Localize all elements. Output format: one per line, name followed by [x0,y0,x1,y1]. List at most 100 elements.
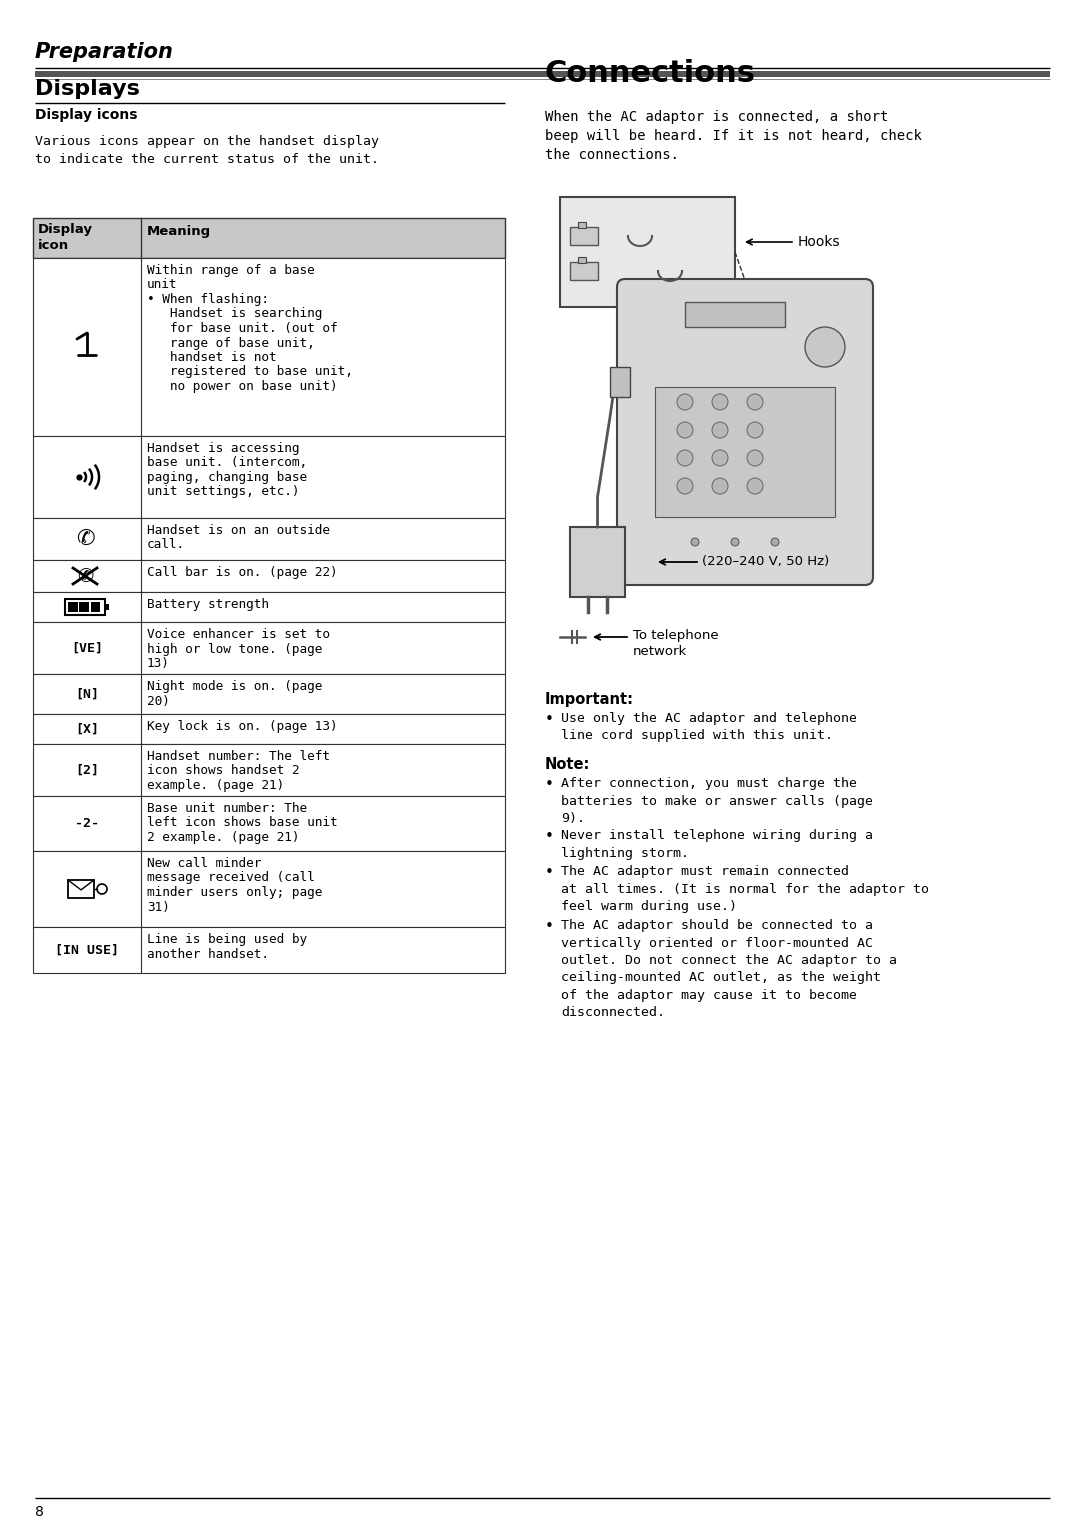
Text: Line is being used by: Line is being used by [147,934,307,946]
Text: call.: call. [147,538,185,552]
Bar [33,559,505,591]
Text: [N]: [N] [75,688,99,700]
Text: Display icons: Display icons [35,108,137,122]
Bar [33,851,505,927]
Text: unit settings, etc.): unit settings, etc.) [147,486,299,498]
Bar [685,303,785,327]
Text: •: • [545,830,554,843]
Text: 2 example. (page 21): 2 example. (page 21) [147,831,299,843]
Text: range of base unit,: range of base unit, [147,336,314,350]
Bar [654,387,835,516]
Text: Preparation: Preparation [35,41,174,63]
Text: Meaning: Meaning [147,226,211,238]
Text: When the AC adaptor is connected, a short
beep will be heard. If it is not heard: When the AC adaptor is connected, a shor… [545,110,922,162]
Bar [33,518,505,559]
Bar [33,258,505,435]
Text: [2]: [2] [75,764,99,776]
Bar [105,604,109,610]
Text: Important:: Important: [545,692,634,707]
Text: •: • [545,918,554,934]
Text: (220–240 V, 50 Hz): (220–240 V, 50 Hz) [702,556,829,568]
Text: Night mode is on. (page: Night mode is on. (page [147,680,322,694]
Circle shape [712,451,728,466]
Circle shape [712,394,728,410]
Text: Display
icon: Display icon [38,223,93,252]
Circle shape [712,422,728,439]
Text: The AC adaptor should be connected to a
vertically oriented or floor-mounted AC
: The AC adaptor should be connected to a … [561,918,897,1019]
Bar [35,70,1050,76]
Bar [68,880,94,898]
Text: Handset number: The left: Handset number: The left [147,750,330,762]
Bar [570,261,598,280]
Text: left icon shows base unit: left icon shows base unit [147,816,338,830]
Text: Various icons appear on the handset display
to indicate the current status of th: Various icons appear on the handset disp… [35,134,379,167]
Circle shape [677,394,693,410]
Text: Call bar is on. (page 22): Call bar is on. (page 22) [147,565,338,579]
Bar [33,219,505,258]
Circle shape [677,422,693,439]
Bar [33,435,505,518]
Text: minder users only; page: minder users only; page [147,886,322,898]
Text: Note:: Note: [545,756,591,772]
Bar [578,222,586,228]
Text: New call minder: New call minder [147,857,261,869]
Circle shape [712,478,728,494]
Text: Handset is searching: Handset is searching [147,307,322,321]
Text: 8: 8 [35,1505,44,1519]
Text: 31): 31) [147,900,170,914]
Circle shape [805,327,845,367]
Text: Handset is accessing: Handset is accessing [147,442,299,455]
Circle shape [677,478,693,494]
Bar [33,714,505,744]
Text: Never install telephone wiring during a
lightning storm.: Never install telephone wiring during a … [561,830,873,859]
Circle shape [747,422,762,439]
Circle shape [677,451,693,466]
Text: 13): 13) [147,657,170,669]
Bar [91,602,100,613]
Text: high or low tone. (page: high or low tone. (page [147,642,322,656]
Bar [68,602,78,613]
Circle shape [731,538,739,545]
Bar [79,602,89,613]
Text: Voice enhancer is set to: Voice enhancer is set to [147,628,330,642]
Bar [578,257,586,263]
Bar [33,796,505,851]
Text: Base unit number: The: Base unit number: The [147,802,307,814]
Text: •: • [545,712,554,727]
Text: handset is not: handset is not [147,351,276,364]
Circle shape [747,478,762,494]
Bar [610,367,630,397]
Text: Displays: Displays [35,79,140,99]
Text: Use only the AC adaptor and telephone
line cord supplied with this unit.: Use only the AC adaptor and telephone li… [561,712,858,743]
Circle shape [747,394,762,410]
Text: The AC adaptor must remain connected
at all times. (It is normal for the adaptor: The AC adaptor must remain connected at … [561,865,929,914]
Text: registered to base unit,: registered to base unit, [147,365,353,379]
Bar [65,599,105,614]
Text: •: • [545,865,554,880]
Text: another handset.: another handset. [147,947,269,961]
Bar [33,927,505,973]
Circle shape [771,538,779,545]
Bar [33,591,505,622]
Bar [33,744,505,796]
Circle shape [691,538,699,545]
Bar [33,674,505,714]
Text: Hooks: Hooks [798,235,840,249]
Text: no power on base unit): no power on base unit) [147,380,338,393]
Text: base unit. (intercom,: base unit. (intercom, [147,457,307,469]
Text: Battery strength: Battery strength [147,597,269,611]
Text: • When flashing:: • When flashing: [147,293,269,306]
Text: icon shows handset 2: icon shows handset 2 [147,764,299,778]
Text: After connection, you must charge the
batteries to make or answer calls (page
9): After connection, you must charge the ba… [561,778,873,825]
Text: Handset is on an outside: Handset is on an outside [147,524,330,536]
Bar [33,622,505,674]
Text: -2-: -2- [75,817,99,830]
Text: unit: unit [147,278,177,292]
Text: ✆: ✆ [77,567,93,585]
Text: To telephone
network: To telephone network [633,630,718,659]
Text: [X]: [X] [75,723,99,735]
Text: for base unit. (out of: for base unit. (out of [147,322,338,335]
Bar [570,527,625,597]
Text: 20): 20) [147,695,170,707]
Text: •: • [545,778,554,792]
